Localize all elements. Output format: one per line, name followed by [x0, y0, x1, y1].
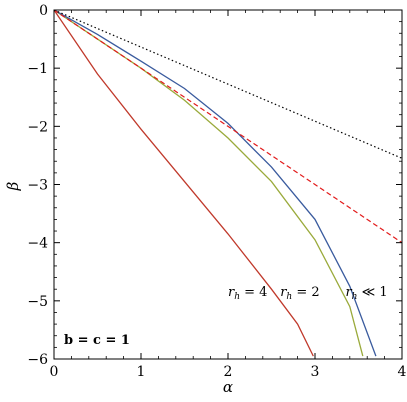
series-line-4: [54, 10, 402, 159]
inset-label: b = c = 1: [64, 333, 130, 348]
curve-annotation: rh ≪ 1: [345, 285, 387, 302]
labels-layer: 0 1 2 3 4 0 −1 −2 −3 −4 −5 −6: [27, 3, 406, 380]
x-axis-label: α: [223, 378, 233, 396]
series-layer: [54, 10, 402, 357]
y-tick-label: −6: [27, 352, 48, 368]
curve-annotation: rh = 4: [228, 285, 267, 302]
y-tick-label: −3: [27, 178, 48, 194]
series-line-2: [54, 10, 377, 357]
y-tick-label: −1: [27, 61, 48, 77]
y-tick-label: −2: [27, 119, 48, 135]
x-tick-label: 3: [311, 364, 320, 380]
series-line-0: [54, 10, 314, 357]
series-line-3: [54, 10, 402, 244]
y-tick-label: −4: [27, 236, 48, 252]
series-line-1: [54, 10, 364, 357]
curve-annotation: rh = 2: [280, 285, 319, 302]
ticks-layer: [53, 9, 403, 360]
y-tick-label: −5: [27, 294, 48, 310]
x-tick-label: 2: [224, 364, 233, 380]
y-tick-label: 0: [39, 3, 48, 19]
x-tick-label: 4: [398, 364, 407, 380]
x-tick-label: 1: [137, 364, 146, 380]
annotation-layer: rh = 4 rh = 2 rh ≪ 1: [228, 285, 388, 302]
x-tick-label: 0: [50, 364, 59, 380]
y-axis-label: β: [4, 181, 22, 191]
